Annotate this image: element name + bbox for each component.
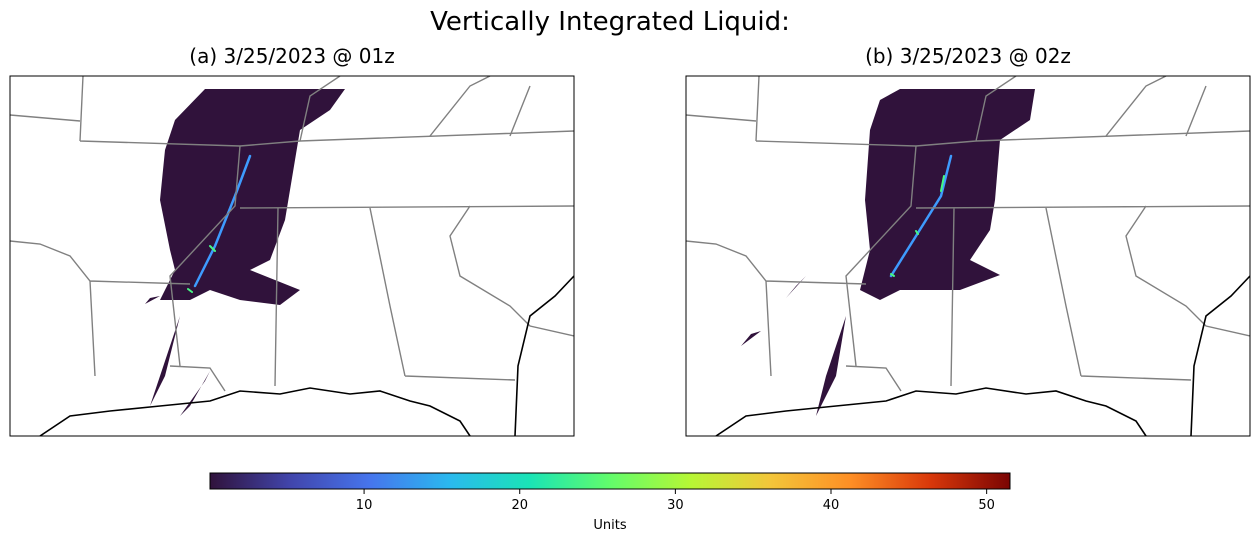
map-panel: (b) 3/25/2023 @ 02z — [685, 44, 1251, 437]
map-panel: (a) 3/25/2023 @ 01z — [9, 44, 575, 437]
panel-frame — [685, 75, 1251, 437]
figure-title: Vertically Integrated Liquid: — [430, 7, 790, 37]
panel-title: (a) 3/25/2023 @ 01z — [189, 44, 394, 68]
panel-title: (b) 3/25/2023 @ 02z — [865, 44, 1071, 68]
colorbar-tick-label: 30 — [667, 498, 684, 513]
colorbar-tick-label: 40 — [823, 498, 840, 513]
panel-frame — [9, 75, 575, 437]
colorbar-label: Units — [593, 518, 626, 533]
colorbar-gradient — [209, 472, 1011, 490]
colorbar-tick-label: 50 — [978, 498, 995, 513]
colorbar: Units 10 20 30 40 50 — [209, 472, 1011, 533]
precip-area — [860, 89, 1035, 300]
precip-area — [160, 89, 345, 305]
colorbar-tick-label: 20 — [511, 498, 528, 513]
colorbar-tick-label: 10 — [356, 498, 373, 513]
